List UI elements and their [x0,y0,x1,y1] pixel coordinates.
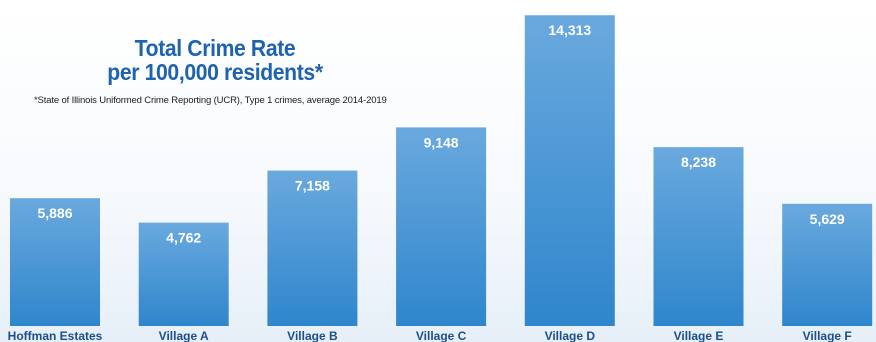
bar-village-a [138,222,229,326]
category-label-village-d: Village D [545,329,596,342]
category-label-village-b: Village B [287,329,338,342]
category-label-village-a: Village A [159,329,209,342]
value-label-village-b: 7,158 [295,178,330,194]
labels-group: 5,886 Hoffman Estates 4,762 Village A 7,158 V… [8,22,852,342]
chart-title-line-2: per 100,000 residents* [107,59,323,85]
bar-village-c [396,127,487,327]
bars-group [10,15,873,327]
bar-hoffman-estates [10,198,100,326]
category-label-hoffman-estates: Hoffman Estates [8,329,103,342]
chart-title-line-1: Total Crime Rate [134,35,296,61]
chart-subtitle: *State of Illinois Uniformed Crime Repor… [34,95,387,106]
category-label-village-c: Village C [416,329,467,342]
value-label-village-f: 5,629 [810,211,845,227]
bar-village-d [524,15,615,326]
bar-village-b [267,170,358,326]
value-label-village-e: 8,238 [681,154,716,170]
chart-title: Total Crime Rate per 100,000 residents* [20,36,410,84]
value-label-hoffman-estates: 5,886 [37,205,72,221]
value-label-village-d: 14,313 [548,22,591,38]
category-label-village-e: Village E [674,329,724,342]
bar-village-f [782,203,873,326]
value-label-village-c: 9,148 [424,134,459,150]
category-label-village-f: Village F [803,329,852,342]
value-label-village-a: 4,762 [166,230,201,246]
bar-village-e [653,147,744,326]
